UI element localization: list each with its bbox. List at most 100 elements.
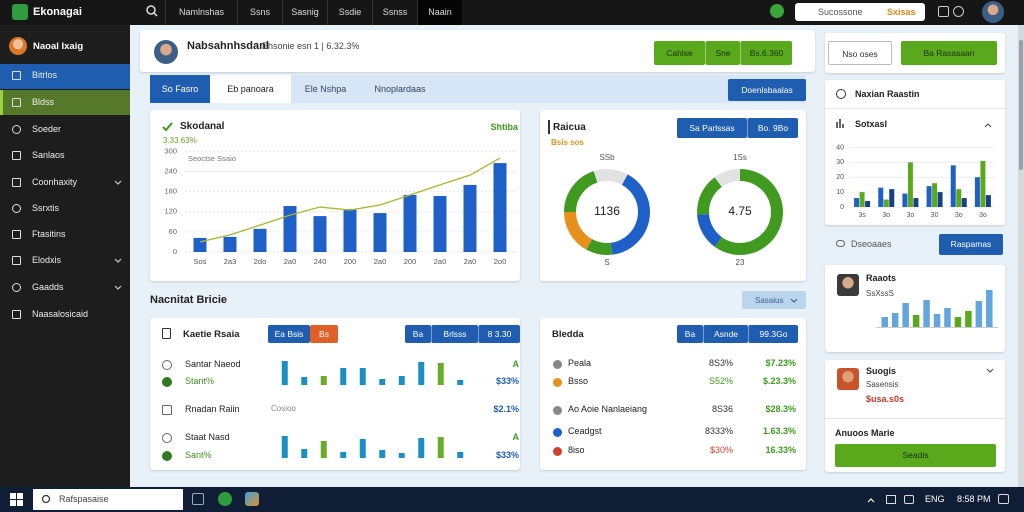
avatar (154, 40, 178, 64)
nav-tab[interactable]: Naain (417, 0, 462, 25)
button[interactable]: Cahlse (654, 41, 705, 65)
button[interactable]: Doenlsbaalas (728, 79, 806, 101)
row-share: 8S3% (708, 358, 733, 368)
button[interactable]: Nso oses (828, 41, 892, 65)
scrollbar (1018, 25, 1024, 487)
dropdown[interactable] (742, 291, 806, 309)
logo-text: Ekonagai (33, 6, 82, 18)
menu-icon (12, 310, 21, 319)
tray-icon[interactable] (886, 495, 896, 504)
row-value: $7.23% (765, 358, 796, 368)
start-button[interactable] (10, 493, 23, 506)
menu-icon (12, 151, 21, 160)
menu-item[interactable]: Ssrxtis (32, 203, 59, 213)
button[interactable]: Sne (705, 41, 740, 65)
menu-icon (12, 204, 21, 213)
row-share: 8333% (704, 426, 733, 436)
button[interactable]: Bs.6.360 (740, 41, 792, 65)
button[interactable]: Ba Rasasaan (901, 41, 997, 65)
nav-tab[interactable]: Ssns (237, 0, 282, 25)
icon[interactable] (953, 6, 964, 17)
button[interactable]: Sa Parlssas (677, 118, 747, 138)
row-end: $33% (495, 376, 519, 386)
user-name: Naoal Ixaig (33, 41, 84, 52)
icon[interactable] (938, 6, 949, 17)
profile-sub: Sasensis (866, 380, 899, 389)
row-label: Bsso (568, 376, 589, 386)
menu-item[interactable]: Gaadds (32, 282, 64, 292)
divider (825, 418, 1005, 419)
menu-icon (12, 125, 21, 134)
avatar[interactable] (982, 1, 1004, 23)
row-label: Staat Nasd (185, 432, 230, 442)
menu-icon (12, 178, 21, 187)
button[interactable]: Ba (405, 325, 431, 343)
nav-tab[interactable]: Namlnshas (165, 0, 237, 25)
tray-icon[interactable] (904, 495, 914, 504)
button[interactable]: Asnde (703, 325, 748, 343)
button[interactable]: Ba (677, 325, 703, 343)
row-value: 1.63.3% (762, 426, 796, 436)
row-end: $2.1% (493, 404, 519, 414)
card-title: Raicua (553, 122, 586, 133)
menu-icon (12, 256, 21, 265)
app-icon[interactable] (218, 492, 232, 506)
row-icon (162, 360, 172, 370)
tray-lang: ENG (925, 494, 945, 504)
button[interactable]: Bs (310, 325, 338, 343)
nav-tab[interactable]: Sasnig (282, 0, 327, 25)
button[interactable]: 8 3.30 (478, 325, 520, 343)
tab[interactable]: Eb panoara (210, 75, 291, 103)
app-icon[interactable] (192, 493, 204, 505)
menu-item[interactable]: Naasalosicaid (32, 309, 89, 319)
profile-name: Suogis (866, 366, 897, 376)
row-share: S52% (708, 376, 733, 386)
row-icon (553, 406, 562, 415)
avatar (9, 37, 27, 55)
logo-icon (12, 4, 28, 20)
menu-item[interactable]: Sanlaos (32, 150, 65, 160)
row-icon (553, 360, 562, 369)
button[interactable]: Bo. 9Bo (747, 118, 798, 138)
button[interactable]: Raspamas (939, 234, 1003, 255)
menu-item[interactable]: Bitrlos (32, 70, 58, 80)
nav-tab[interactable]: Ssnss (372, 0, 417, 25)
row-label: Santar Naeod (185, 359, 241, 369)
status-dot (770, 4, 784, 18)
tab[interactable]: So Fasro (150, 75, 210, 103)
row-icon (162, 433, 172, 443)
header-meta: Ehsonie esn 1 | 6.32.3% (262, 41, 360, 51)
button[interactable]: Ea Bsis (268, 325, 310, 343)
menu-item[interactable]: Soeder (32, 124, 62, 134)
button[interactable]: Seadis (835, 444, 996, 467)
menu-icon (12, 230, 21, 239)
menu-icon (12, 98, 21, 107)
ledger-card (540, 318, 806, 470)
button[interactable]: Brlsss (431, 325, 478, 343)
row-note: Cosioo (271, 404, 296, 413)
nav-tab[interactable]: Ssdie (327, 0, 372, 25)
menu-item[interactable]: Elodxis (32, 255, 62, 265)
row-label: 8iso (568, 445, 585, 455)
tab[interactable]: Nnoplardaas (374, 84, 426, 94)
profile-sub: SsXssS (866, 289, 895, 298)
scroll-thumb (1019, 40, 1023, 170)
card-title: Bledda (552, 329, 584, 340)
search-tag: Sxisas (887, 7, 916, 17)
row-label: Rnadan Raiin (185, 404, 240, 414)
row-value: $.23.3% (762, 376, 796, 386)
menu-item[interactable]: Coonhaxity (32, 177, 78, 187)
menu-item[interactable]: Bldss (32, 97, 55, 107)
avatar (837, 368, 859, 390)
notification-icon[interactable] (998, 494, 1009, 504)
app-icon[interactable] (245, 492, 259, 506)
button[interactable]: 99.3Go (748, 325, 798, 343)
taskbar-search[interactable] (33, 489, 183, 510)
chart-title: Skodanal (180, 121, 225, 132)
tab[interactable]: Ele Nshpa (304, 84, 347, 94)
menu-item[interactable]: Ftasitins (32, 229, 66, 239)
card-subtitle: Bsis sos (551, 138, 584, 147)
panel-icon (836, 89, 846, 99)
search-box[interactable] (795, 3, 925, 21)
